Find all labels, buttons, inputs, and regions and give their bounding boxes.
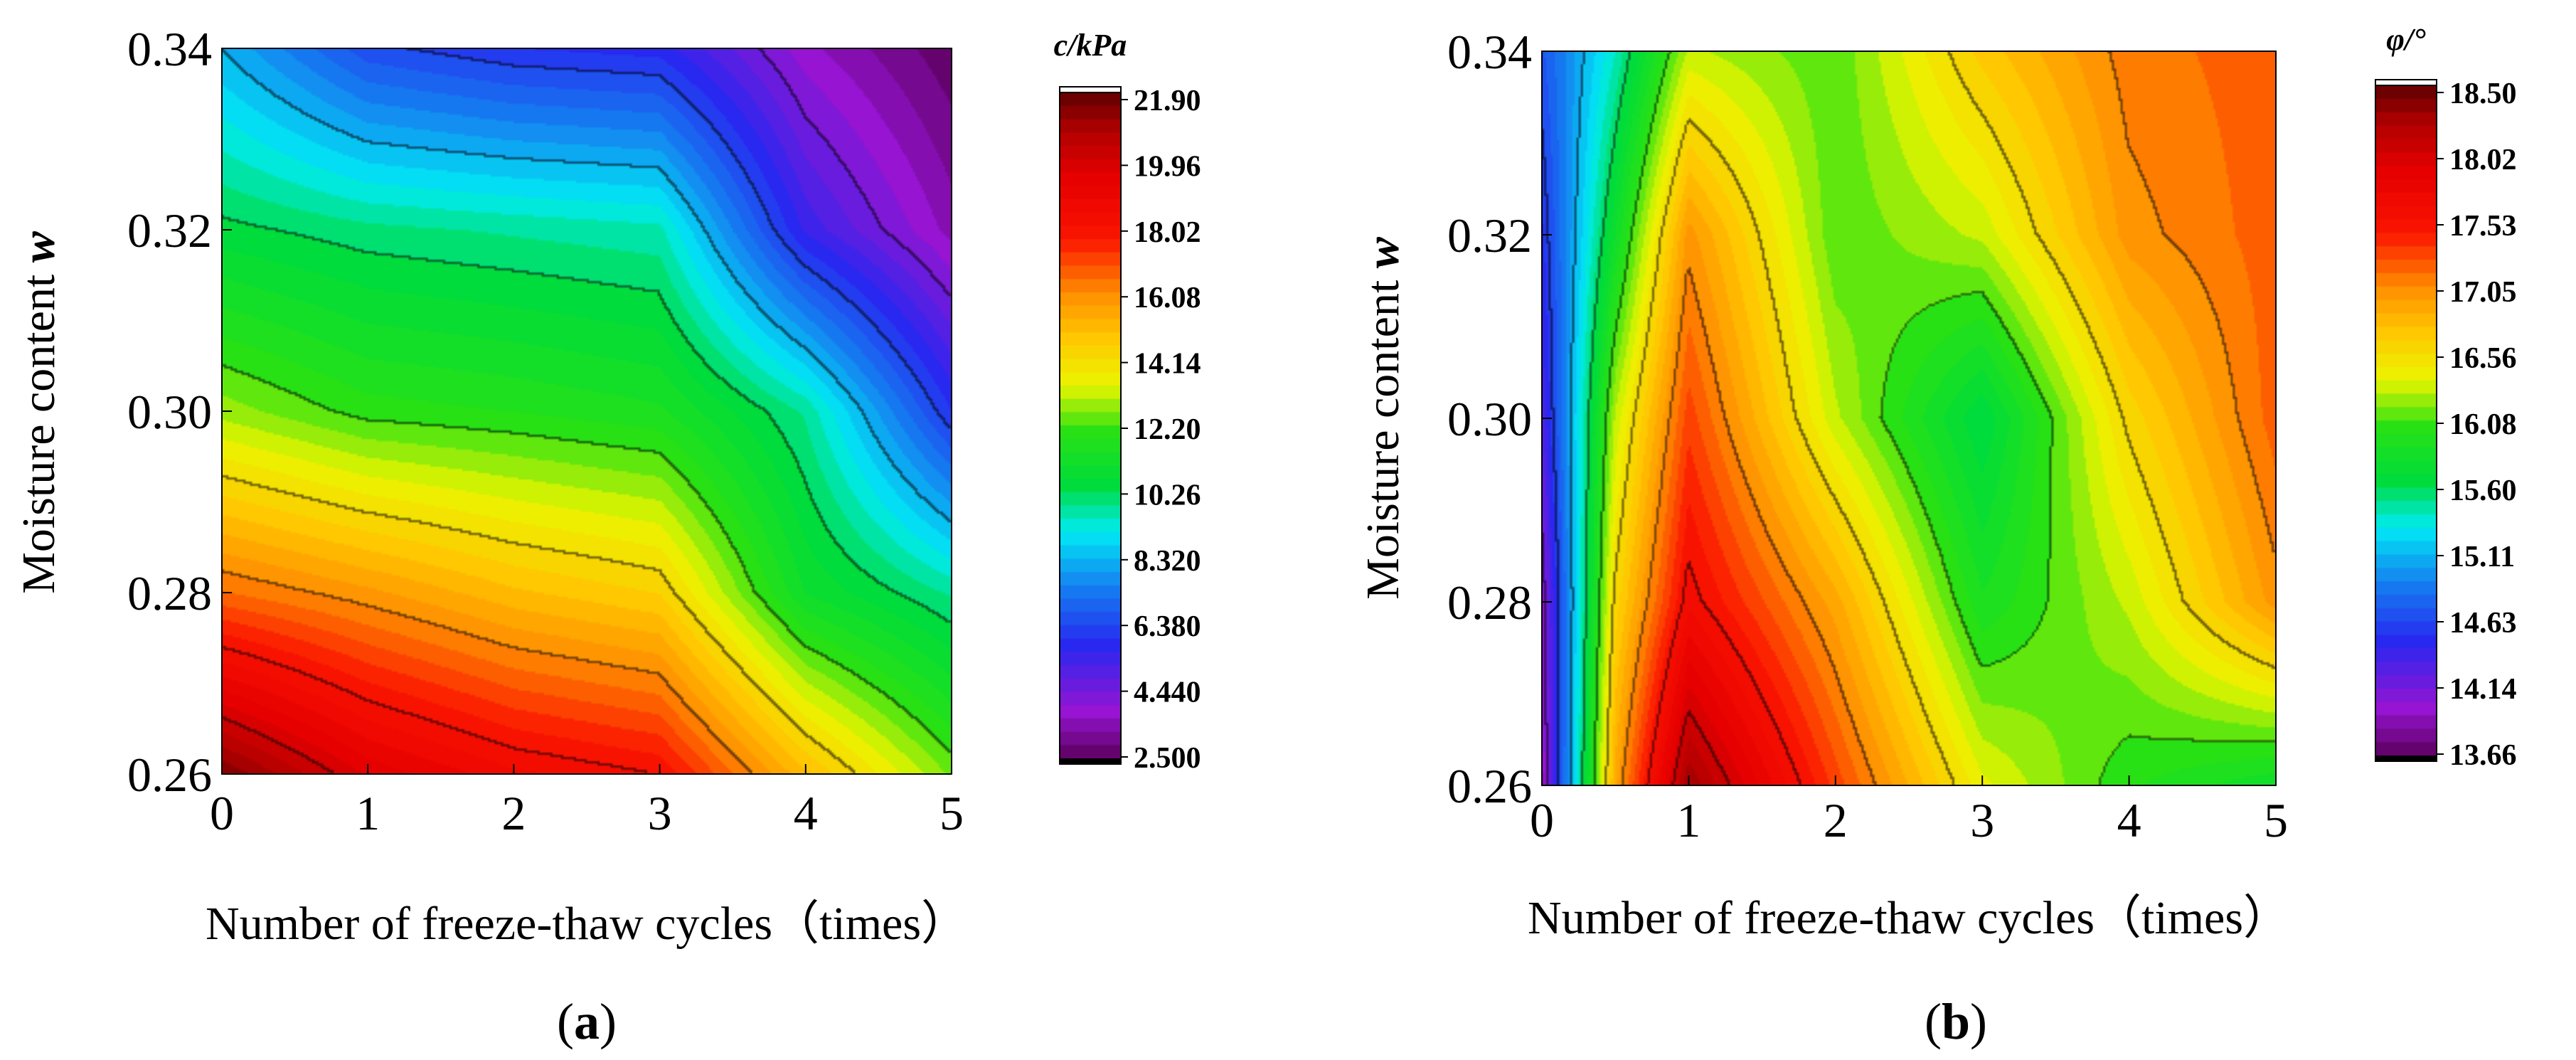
x-tick-label: 1 <box>356 786 380 840</box>
y-tick-label: 0.34 <box>127 22 212 76</box>
colorbar-tick-label: 14.14 <box>1134 348 1201 381</box>
colorbar-tick-label: 19.96 <box>1134 150 1201 183</box>
x-tick-label: 1 <box>1676 793 1701 847</box>
colorbar-top-cap-b <box>2375 79 2437 86</box>
y-tick-label: 0.28 <box>1447 576 1532 630</box>
y-ticks-b: 0.26 0.28 0.30 0.32 0.34 <box>1447 25 1552 813</box>
x-tick-label: 0 <box>210 786 234 840</box>
colorbar-gradient-b <box>2375 85 2437 756</box>
colorbar-tick-label: 12.20 <box>1134 413 1201 446</box>
colorbar-tick-label: 6.380 <box>1134 610 1201 643</box>
panel-label-a: (a) <box>557 993 617 1050</box>
y-tick-label: 0.30 <box>127 385 212 439</box>
colorbar-tick-label: 4.440 <box>1134 677 1201 709</box>
y-tick-label: 0.26 <box>1447 759 1532 813</box>
colorbar-tick-label: 17.53 <box>2449 210 2517 243</box>
chart-a: 0 1 2 3 4 5 0.26 0.28 0.30 0.32 0.34 Moisture con… <box>13 22 1201 1050</box>
colorbar-title-b: φ/° <box>2386 22 2426 57</box>
x-tick-label: 2 <box>501 786 526 840</box>
y-tick-label: 0.30 <box>1447 392 1532 446</box>
y-tick-label: 0.26 <box>127 748 212 802</box>
x-ticks-a: 0 1 2 3 4 5 <box>210 764 964 840</box>
colorbar-tick-label: 14.14 <box>2449 673 2517 706</box>
y-tick-label: 0.32 <box>1447 208 1532 263</box>
colorbar-tick-label: 10.26 <box>1134 479 1201 512</box>
x-ticks-b: 0 1 2 3 4 5 <box>1530 775 2288 847</box>
chart-b: 0 1 2 3 4 5 0.26 0.28 0.30 0.32 0.34 Moisture con… <box>1357 22 2517 1050</box>
colorbar-tick-label: 8.320 <box>1134 545 1201 578</box>
colorbar-tick-label: 21.90 <box>1134 85 1201 117</box>
y-ticks-a: 0.26 0.28 0.30 0.32 0.34 <box>127 22 232 802</box>
y-tick-label: 0.28 <box>127 566 212 620</box>
colorbar-ticks-b: 18.50 18.02 17.53 17.05 16.56 16.08 15.60 15.11… <box>2437 78 2517 772</box>
x-tick-label: 0 <box>1530 793 1554 847</box>
colorbar-tick-label: 14.63 <box>2449 607 2517 640</box>
y-axis-title-b: Moisture content w <box>1357 236 1409 600</box>
colorbar-tick-label: 16.56 <box>2449 342 2517 375</box>
x-tick-label: 4 <box>2117 793 2141 847</box>
colorbar-tick-label: 13.66 <box>2449 739 2517 772</box>
colorbar-a: 21.90 19.96 18.02 16.08 14.14 12.20 10.26 8.320… <box>1054 28 1201 775</box>
x-tick-label: 3 <box>1970 793 1994 847</box>
colorbar-tick-label: 15.60 <box>2449 475 2517 507</box>
x-tick-label: 4 <box>794 786 818 840</box>
colorbar-b: 18.50 18.02 17.53 17.05 16.56 16.08 15.60 15.11… <box>2375 22 2517 772</box>
colorbar-tick-label: 15.11 <box>2449 541 2515 573</box>
colorbar-tick-label: 16.08 <box>1134 282 1201 314</box>
x-tick-label: 3 <box>648 786 672 840</box>
contour-plot-b <box>1542 51 2276 785</box>
panel-label-b: (b) <box>1925 993 1987 1050</box>
colorbar-tick-label: 16.08 <box>2449 408 2517 441</box>
colorbar-gradient-a <box>1060 92 1121 758</box>
y-axis-title-a: Moisture content w <box>13 230 65 594</box>
x-axis-title-a: Number of freeze-thaw cycles（times） <box>206 898 968 950</box>
x-tick-label: 2 <box>1824 793 1848 847</box>
colorbar-bottom-cap-b <box>2375 756 2437 761</box>
x-tick-label: 5 <box>2264 793 2288 847</box>
colorbar-top-cap-a <box>1059 86 1122 93</box>
colorbar-frame-a <box>1059 86 1122 765</box>
contour-plot-a <box>222 48 952 774</box>
colorbar-tick-label: 18.02 <box>2449 144 2517 176</box>
colorbar-bottom-cap-a <box>1060 758 1121 764</box>
y-tick-label: 0.32 <box>127 203 212 258</box>
colorbar-tick-label: 17.05 <box>2449 276 2517 309</box>
colorbar-tick-label: 2.500 <box>1134 742 1201 775</box>
colorbar-tick-label: 18.50 <box>2449 78 2517 110</box>
colorbar-ticks-a: 21.90 19.96 18.02 16.08 14.14 12.20 10.26 8.320… <box>1121 85 1201 775</box>
y-tick-label: 0.34 <box>1447 25 1532 79</box>
x-tick-label: 5 <box>940 786 964 840</box>
x-axis-title-b: Number of freeze-thaw cycles（times） <box>1528 892 2290 944</box>
colorbar-tick-label: 18.02 <box>1134 216 1201 249</box>
colorbar-title-a: c/kPa <box>1054 28 1127 63</box>
colorbar-frame-b <box>2375 79 2437 762</box>
